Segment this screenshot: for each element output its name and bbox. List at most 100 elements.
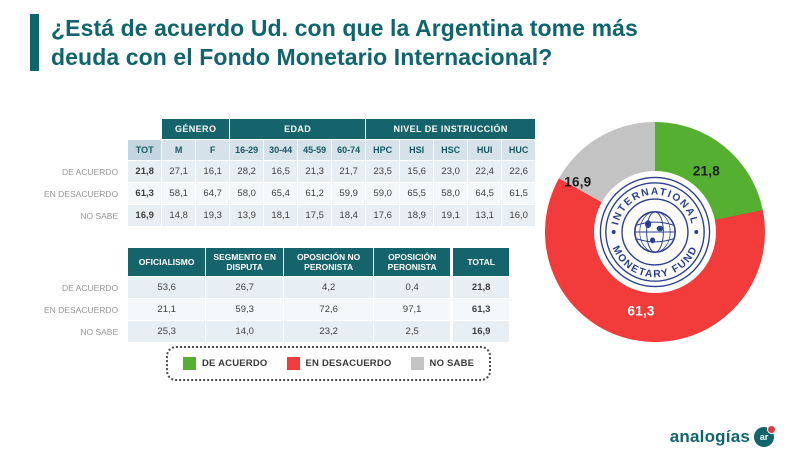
value-cell: 64,5 — [467, 182, 503, 205]
slice-label: 16,9 — [564, 174, 592, 190]
column-header: F — [195, 139, 231, 161]
value-cell: 65,5 — [399, 182, 435, 205]
column-header: TOT — [127, 139, 163, 161]
brand-badge: ar — [754, 425, 776, 447]
page-title: ¿Está de acuerdo Ud. con que la Argentin… — [51, 14, 638, 71]
value-cell: 58,0 — [229, 182, 265, 205]
title-accent-bar — [30, 14, 39, 72]
table-political-body: DE ACUERDO 53,6 26,7 4,2 0,4 21,8 EN DESACUERD… — [40, 276, 511, 344]
table-political-head: OFICIALISMO SEGMENTO EN DISPUTA OPOSICIÓN … — [40, 246, 511, 278]
column-header: 45-59 — [297, 139, 333, 161]
value-cell: 65,4 — [263, 182, 299, 205]
table-row: NO SABE 25,3 14,0 23,2 2,5 16,9 — [40, 320, 511, 344]
value-cell: 72,6 — [283, 298, 375, 322]
value-cell: 23,2 — [283, 320, 375, 344]
table-row: NO SABE 16,9 14,8 19,3 13,9 18,1 17,5 18,4 17,6 1… — [40, 204, 537, 227]
value-cell: 4,2 — [283, 276, 375, 300]
row-label: NO SABE — [40, 320, 128, 343]
value-cell: 16,1 — [195, 160, 231, 183]
value-cell: 21,1 — [127, 298, 207, 322]
value-cell: 61,3 — [450, 298, 511, 322]
legend-item: DE ACUERDO — [183, 357, 268, 370]
row-label: DE ACUERDO — [40, 276, 128, 299]
value-cell: 17,6 — [365, 204, 401, 227]
value-cell: 21,7 — [331, 160, 367, 183]
column-header-row: OFICIALISMO SEGMENTO EN DISPUTA OPOSICIÓN … — [40, 246, 511, 278]
value-cell: 58,1 — [161, 182, 197, 205]
value-cell: 64,7 — [195, 182, 231, 205]
legend: DE ACUERDO EN DESACUERDO NO SABE — [166, 346, 492, 381]
row-label: NO SABE — [40, 204, 128, 227]
value-cell: 13,1 — [467, 204, 503, 227]
legend-swatch — [410, 357, 424, 370]
value-cell: 18,4 — [331, 204, 367, 227]
value-cell: 58,0 — [433, 182, 469, 205]
value-cell: 21,3 — [297, 160, 333, 183]
column-header: OPOSICIÓN PERONISTA — [373, 246, 453, 278]
column-header: 16-29 — [229, 139, 265, 161]
column-header: HUI — [467, 139, 503, 161]
value-cell: 28,2 — [229, 160, 265, 183]
question-line-1: ¿Está de acuerdo Ud. con que la Argentin… — [51, 15, 638, 41]
value-cell: 14,0 — [205, 320, 285, 344]
brand-logo: analogías ar — [669, 425, 776, 447]
value-cell: 18,1 — [263, 204, 299, 227]
donut-hole: INTERNATIONAL MONETARY FUND — [594, 171, 716, 293]
value-cell: 0,4 — [373, 276, 453, 300]
table-demographics-head: GÉNERO EDAD NIVEL DE INSTRUCCIÓN TOT M F 16-2… — [40, 118, 537, 161]
value-cell: 16,9 — [450, 320, 511, 344]
value-cell: 22,4 — [467, 160, 503, 183]
value-cell: 61,2 — [297, 182, 333, 205]
value-cell: 22,6 — [501, 160, 537, 183]
corner-cell — [40, 119, 162, 140]
table-demographics: GÉNERO EDAD NIVEL DE INSTRUCCIÓN TOT M F 16-2… — [40, 118, 537, 227]
value-cell: 21,8 — [450, 276, 511, 300]
value-cell: 21,8 — [127, 160, 163, 183]
column-header: M — [161, 139, 197, 161]
imf-seal-rings — [599, 176, 711, 288]
table-row: EN DESACUERDO 21,1 59,3 72,6 97,1 61,3 — [40, 298, 511, 322]
header: ¿Está de acuerdo Ud. con que la Argentin… — [0, 0, 800, 72]
corner-cell — [40, 248, 128, 277]
question-line-2: deuda con el Fondo Monetario Internacion… — [51, 43, 553, 70]
column-header: 60-74 — [331, 139, 367, 161]
corner-cell — [40, 140, 128, 161]
value-cell: 16,5 — [263, 160, 299, 183]
value-cell: 2,5 — [373, 320, 453, 344]
value-cell: 18,9 — [399, 204, 435, 227]
table-demographics-body: DE ACUERDO 21,8 27,1 16,1 28,2 16,5 21,3 21,7 23… — [40, 160, 537, 227]
slice-label: 61,3 — [627, 303, 655, 319]
column-header: OPOSICIÓN NO PERONISTA — [283, 246, 375, 278]
value-cell: 16,9 — [127, 204, 163, 227]
value-cell: 61,3 — [127, 182, 163, 205]
value-cell: 23,0 — [433, 160, 469, 183]
value-cell: 25,3 — [127, 320, 207, 344]
column-header: HSI — [399, 139, 435, 161]
legend-label: DE ACUERDO — [202, 358, 268, 369]
value-cell: 13,9 — [229, 204, 265, 227]
value-cell: 15,6 — [399, 160, 435, 183]
column-header-row: TOT M F 16-29 30-44 45-59 60-74 HPC HSI HSC HUI HUC — [40, 139, 537, 161]
column-header: 30-44 — [263, 139, 299, 161]
row-label: DE ACUERDO — [40, 160, 128, 183]
value-cell: 17,5 — [297, 204, 333, 227]
brand-name: analogías — [669, 427, 750, 446]
column-header: OFICIALISMO — [127, 246, 207, 278]
legend-item: EN DESACUERDO — [286, 357, 392, 370]
value-cell: 19,1 — [433, 204, 469, 227]
value-cell: 59,3 — [205, 298, 285, 322]
value-cell: 19,3 — [195, 204, 231, 227]
table-row: DE ACUERDO 21,8 27,1 16,1 28,2 16,5 21,3 21,7 23… — [40, 160, 537, 183]
column-header: HPC — [365, 139, 401, 161]
column-group-header: GÉNERO — [161, 118, 231, 140]
column-header: HSC — [433, 139, 469, 161]
value-cell: 59,9 — [331, 182, 367, 205]
column-group-header: EDAD — [229, 118, 367, 140]
value-cell: 26,7 — [205, 276, 285, 300]
row-label: EN DESACUERDO — [40, 182, 128, 205]
legend-item: NO SABE — [410, 357, 475, 370]
row-label: EN DESACUERDO — [40, 298, 128, 321]
column-header: HUC — [501, 139, 537, 161]
globe-icon — [634, 211, 676, 253]
